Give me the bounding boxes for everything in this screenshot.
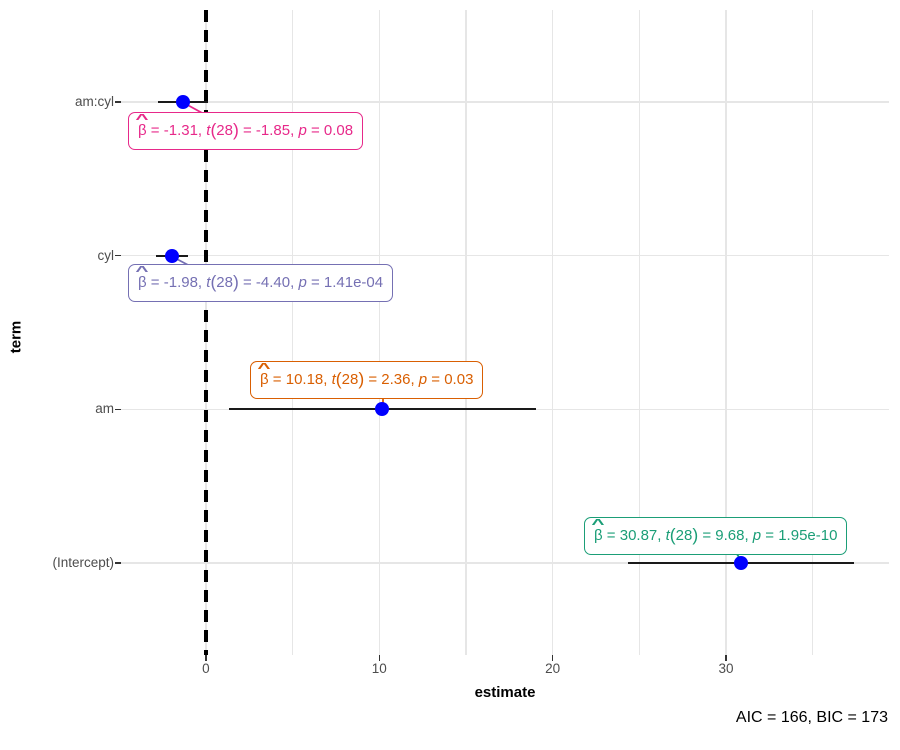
- gridline-horizontal: [121, 255, 889, 257]
- gridline-vertical: [378, 10, 380, 655]
- zero-reference-line: [203, 10, 209, 655]
- y-axis-tick: [115, 562, 121, 564]
- y-tick-label-am-cyl: am:cyl: [74, 94, 114, 110]
- gridline-vertical: [551, 10, 554, 655]
- y-axis-tick: [115, 408, 121, 410]
- x-tick-label-20: 20: [545, 661, 561, 676]
- beta-hat-symbol: ^ β: [135, 264, 149, 291]
- gridline-vertical: [291, 10, 294, 655]
- y-tick-label-am: am: [95, 401, 114, 417]
- y-axis-tick: [115, 101, 121, 103]
- stat-label-am-cyl: ^ β = -1.31, t(28) = -1.85, p = 0.08: [128, 112, 364, 150]
- gridline-vertical: [638, 10, 641, 655]
- gridline-horizontal: [121, 101, 889, 103]
- estimate-point: [176, 95, 191, 110]
- stat-label-am: ^ β = 10.18, t(28) = 2.36, p = 0.03: [250, 361, 484, 399]
- beta-hat-symbol: ^ β: [135, 112, 149, 139]
- gridline-horizontal: [121, 562, 889, 564]
- estimate-point: [734, 555, 749, 570]
- x-axis-title: estimate: [474, 684, 536, 701]
- x-axis-tick: [725, 655, 727, 661]
- x-axis-tick: [205, 655, 207, 661]
- model-fit-caption: AIC = 166, BIC = 173: [735, 709, 888, 726]
- estimate-point: [375, 402, 390, 417]
- y-tick-label-intercept: (Intercept): [52, 555, 114, 571]
- gridline-vertical: [465, 10, 467, 655]
- y-tick-label-cyl: cyl: [97, 247, 115, 263]
- gridline-vertical: [812, 10, 814, 655]
- x-tick-label-0: 0: [202, 661, 210, 676]
- beta-hat-symbol: ^ β: [257, 361, 271, 388]
- y-axis-title: term: [7, 320, 25, 354]
- gridline-vertical: [725, 10, 727, 655]
- stat-label-cyl: ^ β = -1.98, t(28) = -4.40, p = 1.41e-04: [128, 264, 394, 302]
- stat-label-intercept: ^ β = 30.87, t(28) = 9.68, p = 1.95e-10: [584, 517, 848, 555]
- x-tick-label-30: 30: [718, 661, 734, 676]
- y-axis-tick: [115, 255, 121, 257]
- beta-hat-symbol: ^ β: [591, 517, 605, 544]
- x-axis-tick: [378, 655, 380, 661]
- estimate-point: [164, 248, 179, 263]
- x-tick-label-10: 10: [371, 661, 387, 676]
- x-axis-tick: [551, 655, 554, 661]
